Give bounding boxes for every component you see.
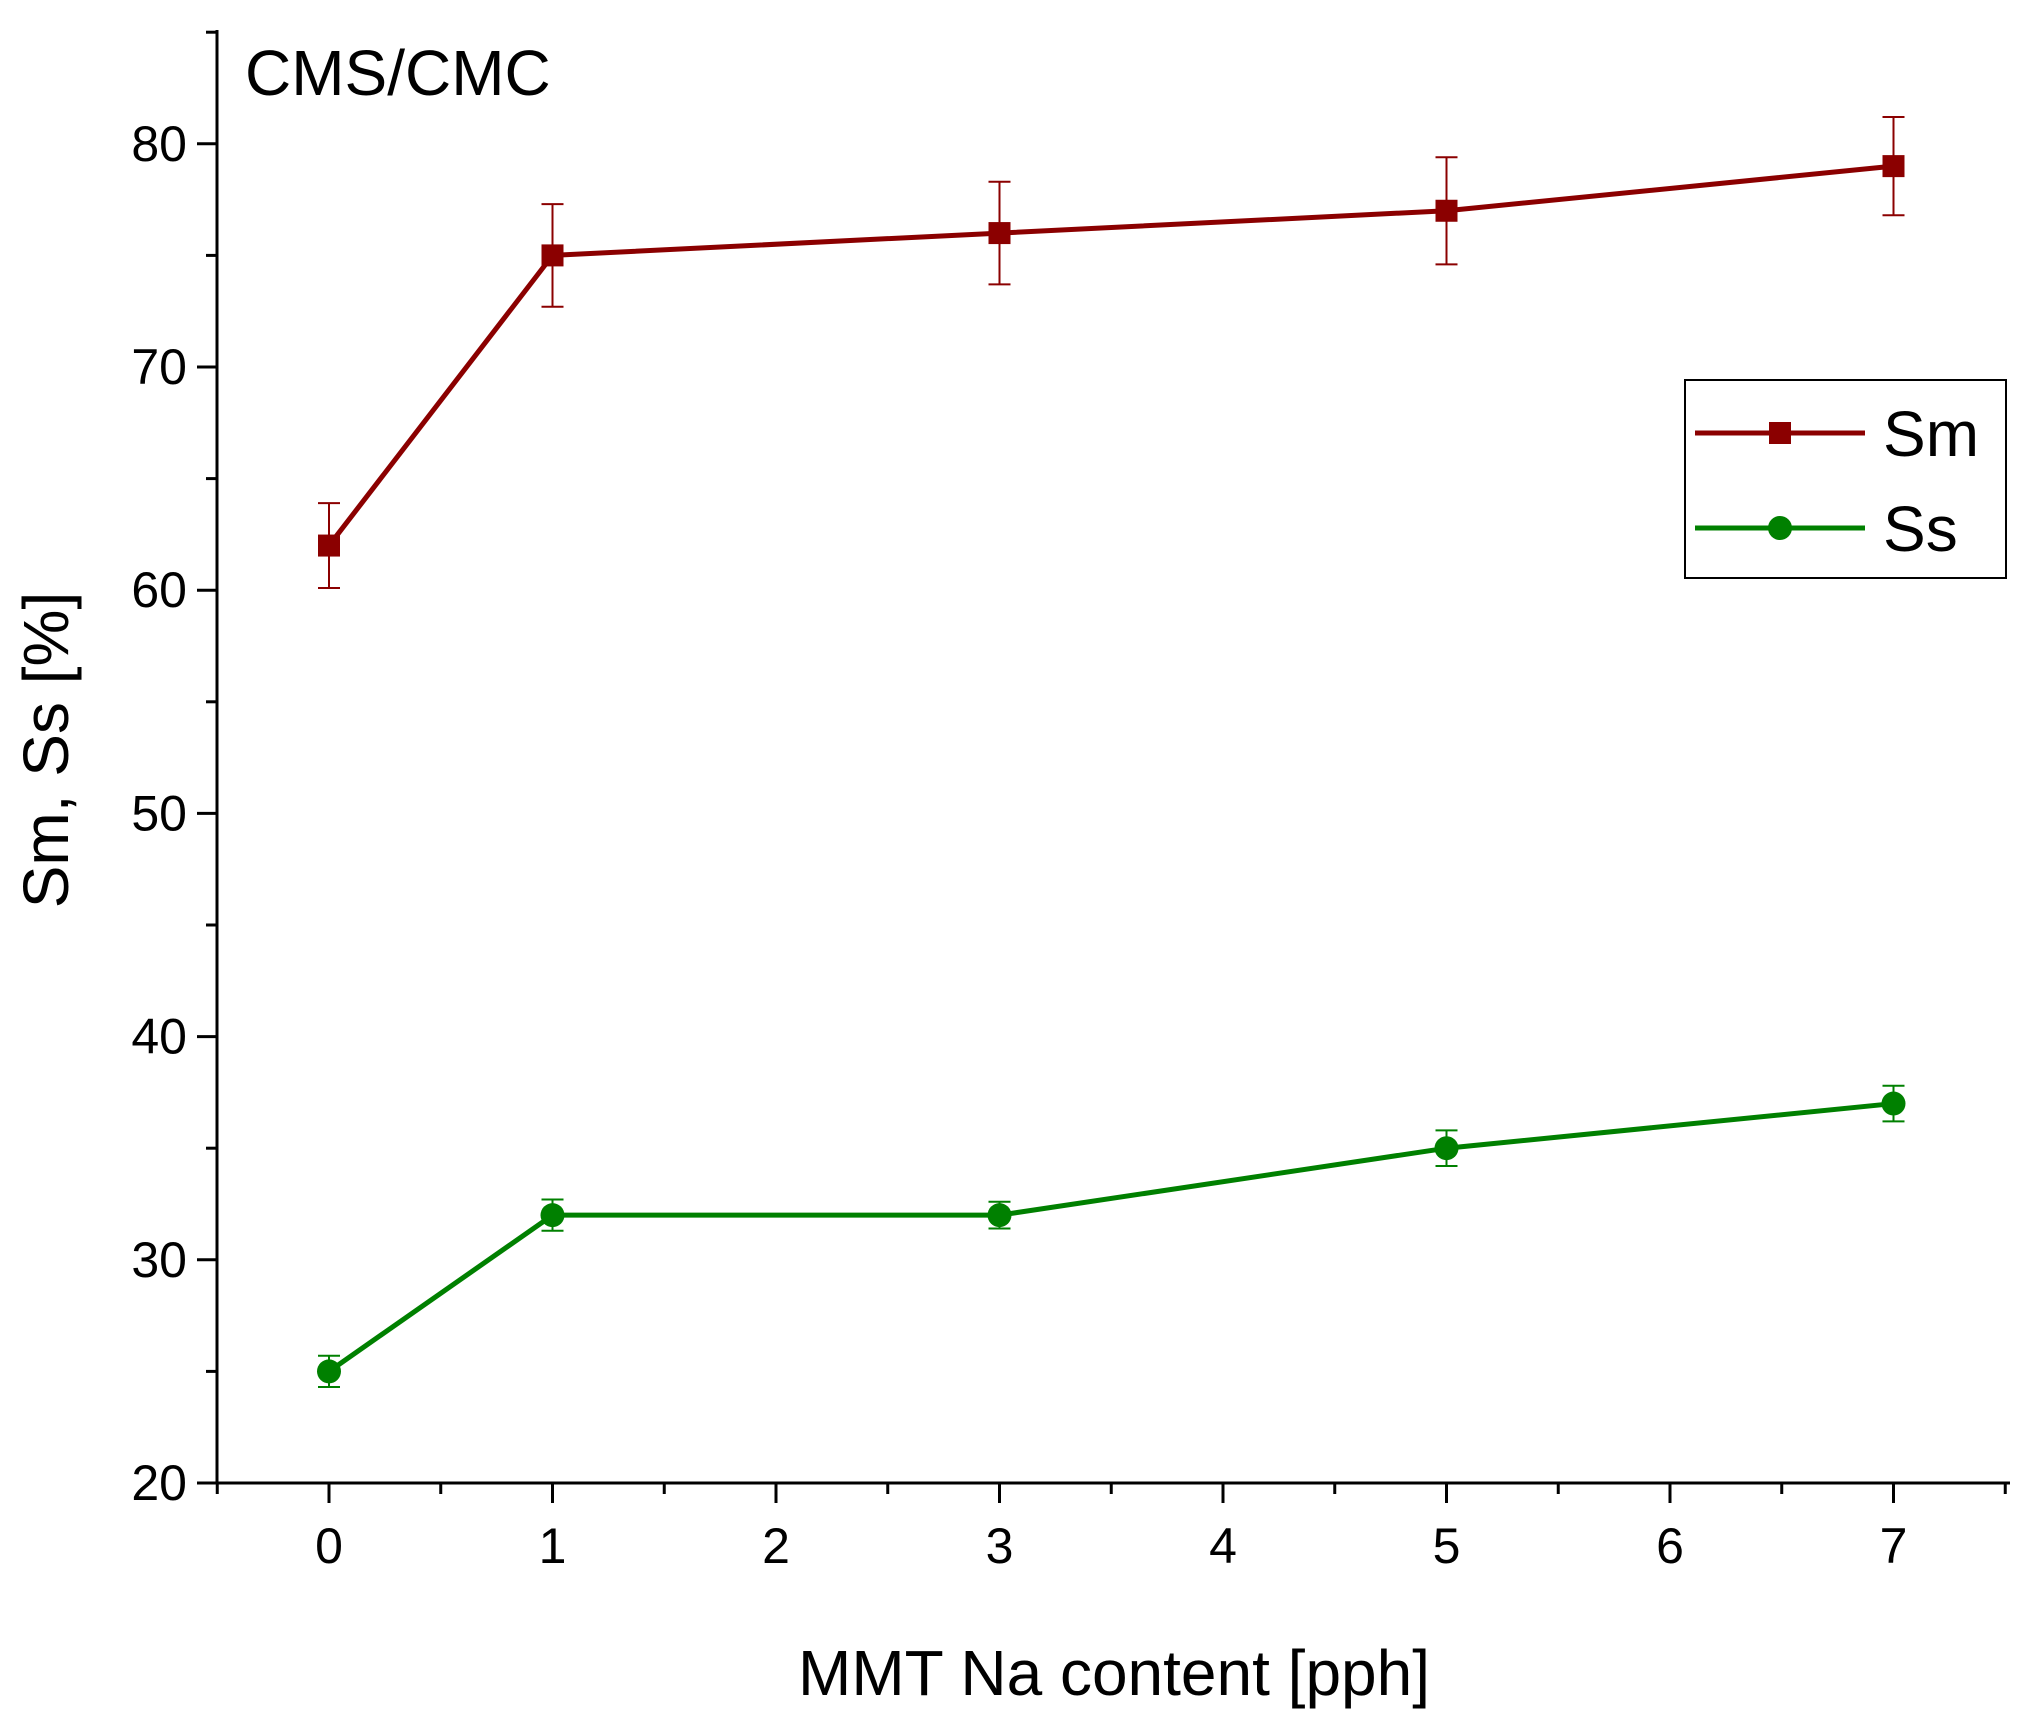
legend-label-sm: Sm [1883, 398, 1979, 470]
y-tick-label: 70 [131, 339, 187, 395]
chart-title: CMS/CMC [245, 37, 551, 109]
legend-label-ss: Ss [1883, 493, 1958, 565]
x-tick-label: 0 [315, 1518, 343, 1574]
y-tick-label: 30 [131, 1232, 187, 1288]
data-point [988, 222, 1011, 245]
y-tick-label: 60 [131, 562, 187, 618]
y-tick-label: 50 [131, 785, 187, 841]
x-tick-label: 6 [1656, 1518, 1684, 1574]
x-tick-label: 4 [1209, 1518, 1237, 1574]
data-point [318, 534, 340, 557]
legend-marker-ss [1768, 516, 1792, 540]
x-tick-label: 2 [762, 1518, 790, 1574]
series-ss [317, 1084, 1906, 1389]
x-tick-label: 7 [1880, 1518, 1908, 1574]
series-line [327, 163, 1894, 548]
data-point [987, 1203, 1012, 1228]
series-layer [317, 116, 1906, 1389]
series-sm [318, 116, 1905, 589]
y-axis-title: Sm, Ss [%] [10, 592, 82, 909]
data-point [1434, 1136, 1459, 1161]
y-tick-label: 80 [131, 116, 187, 172]
data-point [1435, 199, 1458, 222]
axes: 0 1 2 3 4 5 6 7 20 30 40 50 60 70 80 [131, 30, 2010, 1574]
x-axis-title: MMT Na content [pph] [798, 1637, 1430, 1709]
x-tick-label: 5 [1433, 1518, 1461, 1574]
data-point [541, 244, 564, 267]
legend-box [1684, 379, 2007, 579]
data-point [540, 1203, 565, 1228]
y-tick-label: 40 [131, 1009, 187, 1065]
y-tick-label: 20 [131, 1455, 187, 1511]
legend-marker-sm [1769, 422, 1791, 444]
data-point [1881, 1091, 1906, 1116]
x-tick-label: 3 [986, 1518, 1014, 1574]
data-point [317, 1359, 341, 1384]
data-point [1882, 155, 1905, 178]
legend: Sm Ss [1684, 379, 2007, 579]
x-tick-label: 1 [539, 1518, 567, 1574]
series-line [327, 1101, 1894, 1374]
